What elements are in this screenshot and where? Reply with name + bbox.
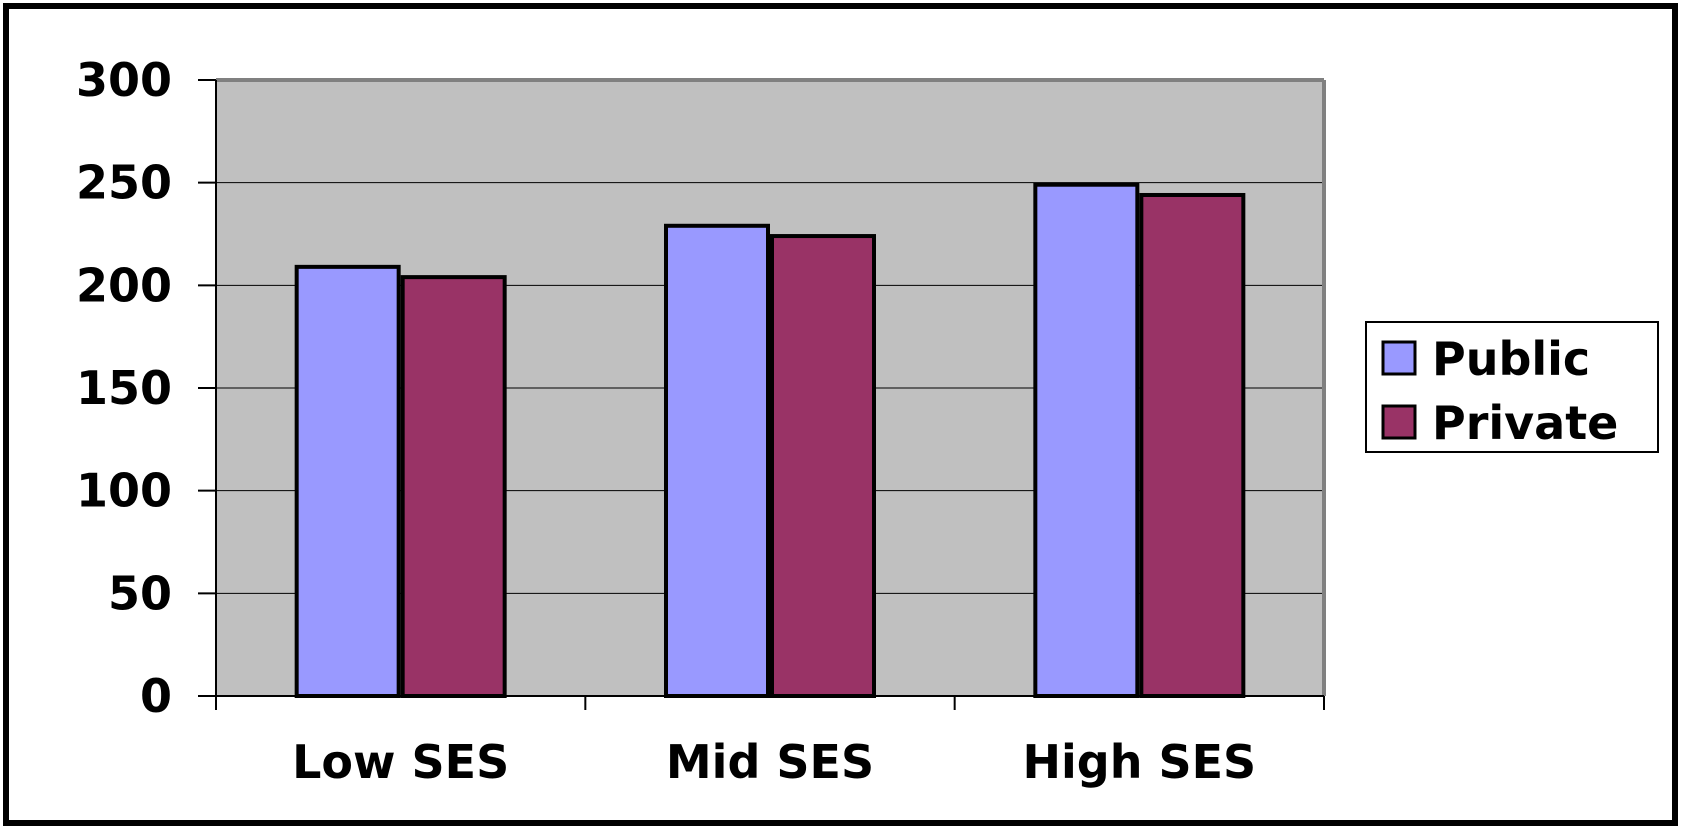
y-tick-label: 200 bbox=[76, 258, 172, 312]
x-category-label: Mid SES bbox=[666, 735, 874, 789]
y-tick-label: 100 bbox=[76, 464, 172, 518]
legend-swatch-private bbox=[1381, 404, 1417, 440]
x-category-label: High SES bbox=[1023, 735, 1257, 789]
y-axis-ticks: 0 50 100 150 200 250 300 bbox=[76, 53, 216, 723]
legend: Public Private bbox=[1365, 321, 1659, 453]
x-axis-ticks: Low SES Mid SES High SES bbox=[215, 696, 1325, 789]
x-category-label: Low SES bbox=[292, 735, 509, 789]
bar-public-mid-ses bbox=[664, 223, 770, 699]
y-tick-label: 150 bbox=[76, 361, 172, 415]
bar-private-high-ses bbox=[1139, 192, 1246, 698]
legend-label-private: Private bbox=[1432, 396, 1618, 450]
legend-label-public: Public bbox=[1432, 332, 1590, 386]
y-tick-label: 50 bbox=[108, 566, 172, 620]
legend-swatch-public bbox=[1381, 340, 1417, 376]
bar-public-low-ses bbox=[294, 264, 401, 698]
bar-private-mid-ses bbox=[770, 234, 876, 698]
y-tick-label: 300 bbox=[76, 53, 172, 107]
bar-private-low-ses bbox=[400, 275, 507, 698]
y-tick-label: 250 bbox=[76, 156, 172, 210]
bar-public-high-ses bbox=[1033, 182, 1140, 698]
y-tick-label: 0 bbox=[140, 669, 172, 723]
